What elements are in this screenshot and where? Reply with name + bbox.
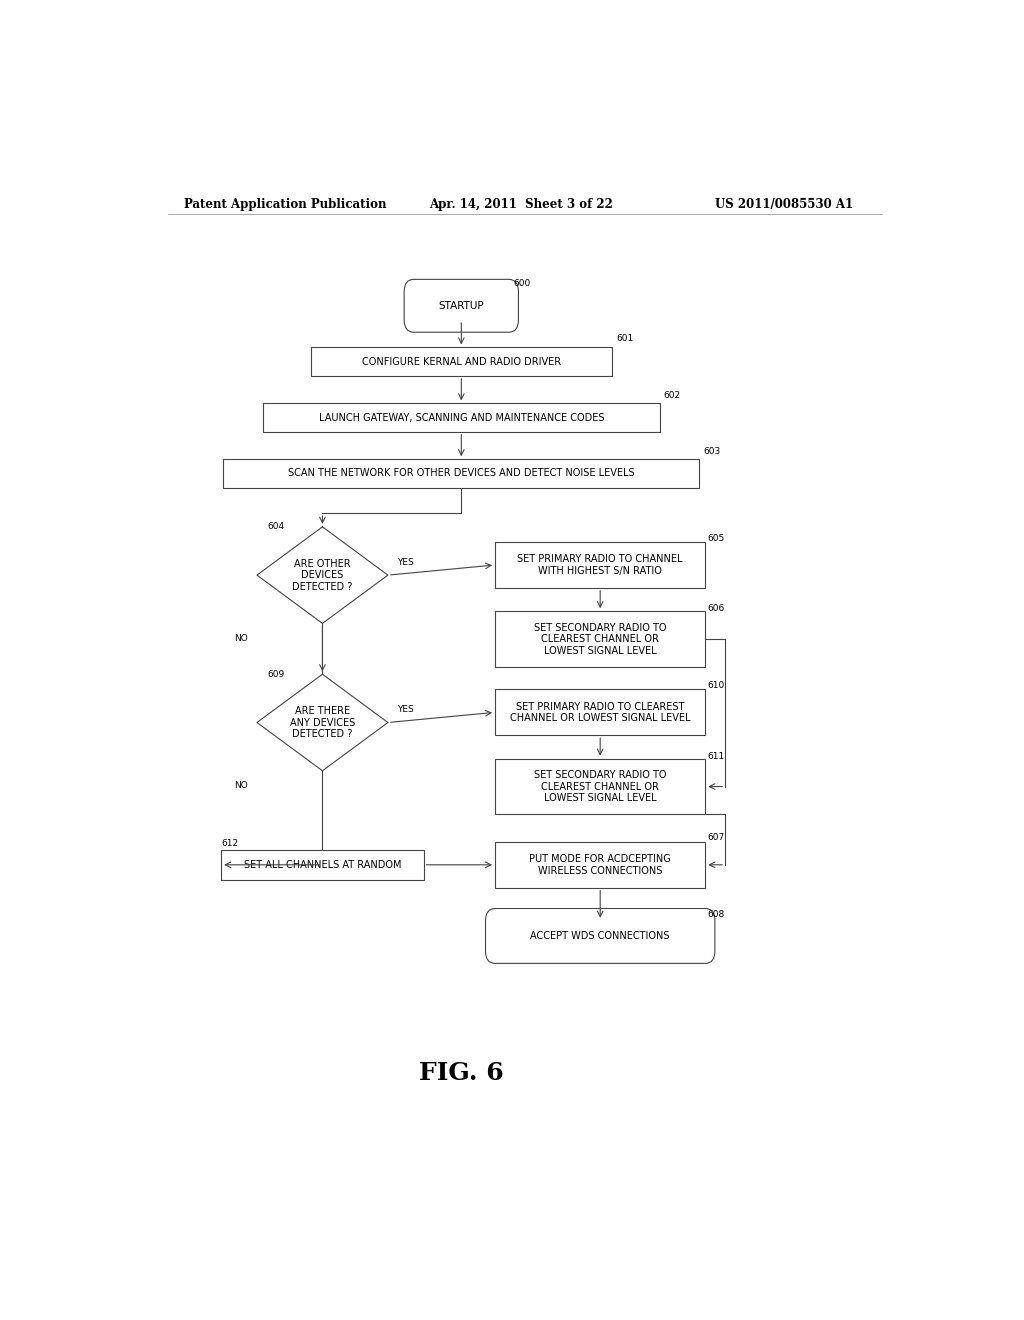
Text: STARTUP: STARTUP (438, 301, 484, 310)
Bar (221, 850, 424, 880)
Text: US 2011/0085530 A1: US 2011/0085530 A1 (715, 198, 853, 211)
Text: 610: 610 (708, 681, 725, 690)
Text: ARE OTHER
DEVICES
DETECTED ?: ARE OTHER DEVICES DETECTED ? (292, 558, 352, 591)
Bar (495, 611, 706, 667)
Text: 612: 612 (221, 838, 239, 847)
Text: SCAN THE NETWORK FOR OTHER DEVICES AND DETECT NOISE LEVELS: SCAN THE NETWORK FOR OTHER DEVICES AND D… (288, 469, 635, 478)
Bar (495, 543, 706, 587)
Bar (263, 404, 659, 432)
Text: FIG. 6: FIG. 6 (419, 1061, 504, 1085)
Text: 611: 611 (708, 752, 725, 762)
Polygon shape (257, 527, 388, 623)
Text: 607: 607 (708, 833, 725, 842)
Text: 603: 603 (703, 447, 721, 457)
Bar (310, 347, 612, 376)
Text: SET SECONDARY RADIO TO
CLEAREST CHANNEL OR
LOWEST SIGNAL LEVEL: SET SECONDARY RADIO TO CLEAREST CHANNEL … (534, 770, 667, 803)
Bar (495, 689, 706, 735)
Text: 605: 605 (708, 533, 725, 543)
Text: LAUNCH GATEWAY, SCANNING AND MAINTENANCE CODES: LAUNCH GATEWAY, SCANNING AND MAINTENANCE… (318, 413, 604, 422)
Text: NO: NO (233, 781, 248, 789)
Text: 600: 600 (513, 280, 530, 289)
Text: CONFIGURE KERNAL AND RADIO DRIVER: CONFIGURE KERNAL AND RADIO DRIVER (361, 356, 561, 367)
Polygon shape (257, 675, 388, 771)
Text: ACCEPT WDS CONNECTIONS: ACCEPT WDS CONNECTIONS (530, 931, 670, 941)
Bar (223, 459, 699, 487)
Text: SET ALL CHANNELS AT RANDOM: SET ALL CHANNELS AT RANDOM (244, 859, 401, 870)
Bar (495, 842, 706, 887)
FancyBboxPatch shape (404, 280, 518, 333)
Text: PUT MODE FOR ACDCEPTING
WIRELESS CONNECTIONS: PUT MODE FOR ACDCEPTING WIRELESS CONNECT… (529, 854, 671, 875)
Text: YES: YES (397, 558, 414, 568)
Text: NO: NO (233, 634, 248, 643)
Text: SET PRIMARY RADIO TO CHANNEL
WITH HIGHEST S/N RATIO: SET PRIMARY RADIO TO CHANNEL WITH HIGHES… (517, 554, 683, 576)
Text: SET SECONDARY RADIO TO
CLEAREST CHANNEL OR
LOWEST SIGNAL LEVEL: SET SECONDARY RADIO TO CLEAREST CHANNEL … (534, 623, 667, 656)
Text: 609: 609 (267, 669, 284, 678)
Text: 602: 602 (664, 391, 681, 400)
FancyBboxPatch shape (485, 908, 715, 964)
Bar (495, 759, 706, 814)
Text: ARE THERE
ANY DEVICES
DETECTED ?: ARE THERE ANY DEVICES DETECTED ? (290, 706, 355, 739)
Text: 604: 604 (267, 523, 284, 532)
Text: 606: 606 (708, 603, 725, 612)
Text: Apr. 14, 2011  Sheet 3 of 22: Apr. 14, 2011 Sheet 3 of 22 (430, 198, 613, 211)
Text: SET PRIMARY RADIO TO CLEAREST
CHANNEL OR LOWEST SIGNAL LEVEL: SET PRIMARY RADIO TO CLEAREST CHANNEL OR… (510, 701, 690, 723)
Text: 601: 601 (616, 334, 633, 343)
Text: 608: 608 (708, 909, 725, 919)
Text: YES: YES (397, 705, 414, 714)
Text: Patent Application Publication: Patent Application Publication (183, 198, 386, 211)
